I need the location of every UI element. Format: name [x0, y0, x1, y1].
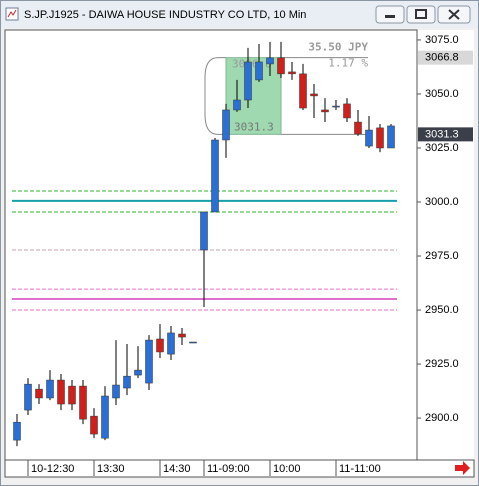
candle-body	[13, 421, 21, 441]
candle-body	[255, 61, 263, 81]
candle-body	[277, 57, 285, 75]
y-tick-label: 2975.0	[425, 250, 459, 262]
candle-body	[46, 379, 54, 399]
candle-body	[189, 341, 197, 344]
price-label-box	[418, 127, 473, 142]
maximize-button[interactable]	[406, 5, 436, 24]
candle-body	[387, 125, 395, 149]
measure-bracket	[204, 57, 368, 135]
x-tick-label: 11-11:00	[339, 463, 381, 475]
candle-body	[123, 375, 131, 389]
minimize-button[interactable]	[375, 5, 405, 24]
y-tick-label: 3025.0	[425, 142, 459, 154]
candle-body	[354, 121, 362, 135]
candle-body	[35, 388, 43, 399]
y-tick-label: 3000.0	[425, 196, 459, 208]
candle-body	[233, 99, 241, 111]
price-label: 3066.8	[425, 52, 459, 64]
candle-body	[145, 339, 153, 384]
candle-body	[79, 385, 87, 420]
candle-body	[376, 127, 384, 149]
candle-body	[222, 109, 230, 141]
x-tick-label: 10:00	[273, 463, 301, 475]
y-tick-label: 2925.0	[425, 358, 459, 370]
measure-end-label: 3031.3	[234, 120, 274, 133]
candle-body	[167, 332, 175, 355]
candle-body	[365, 129, 373, 147]
candle-body	[90, 415, 98, 435]
time-axis	[4, 459, 475, 478]
candle-body	[156, 338, 164, 353]
candle-body	[244, 61, 252, 101]
candle-body	[178, 333, 186, 338]
y-tick-label: 2900.0	[425, 412, 459, 424]
candle-body	[299, 73, 307, 109]
y-tick-label: 2950.0	[425, 304, 459, 316]
candle-body	[321, 109, 329, 113]
app-icon	[5, 7, 19, 21]
price-label-box	[418, 50, 473, 65]
candle-body	[112, 384, 120, 399]
window-title: S.JP.J1925 - DAIWA HOUSE INDUSTRY CO LTD…	[24, 9, 306, 21]
candle-body	[332, 105, 340, 108]
candle-body	[310, 93, 318, 97]
candle-body	[134, 369, 142, 376]
measure-change: 35.50 JPY	[308, 41, 368, 54]
x-tick-label: 11-09:00	[207, 463, 250, 475]
y-tick-label: 3050.0	[425, 88, 459, 100]
candle-body	[343, 103, 351, 119]
candle-body	[101, 395, 109, 439]
x-tick-label: 14:30	[163, 463, 191, 475]
measure-start-label: 3066.8	[232, 58, 272, 71]
candle-body	[68, 385, 76, 405]
scroll-arrow[interactable]	[455, 461, 470, 475]
measure-box	[225, 57, 282, 135]
candle-body	[211, 139, 219, 213]
y-tick-label: 3075.0	[425, 34, 459, 46]
candle-body	[200, 211, 208, 251]
price-label: 3031.3	[425, 128, 459, 140]
plot-area	[4, 29, 418, 461]
candle-body	[288, 71, 296, 75]
x-tick-label: 13:30	[97, 463, 125, 475]
candle-body	[266, 57, 274, 65]
close-button[interactable]	[437, 5, 471, 24]
price-axis	[417, 30, 474, 460]
x-tick-label: 10-12:30	[31, 463, 74, 475]
candle-body	[57, 379, 65, 405]
measure-percent: 1.17 %	[328, 57, 368, 70]
candle-body	[24, 383, 32, 411]
